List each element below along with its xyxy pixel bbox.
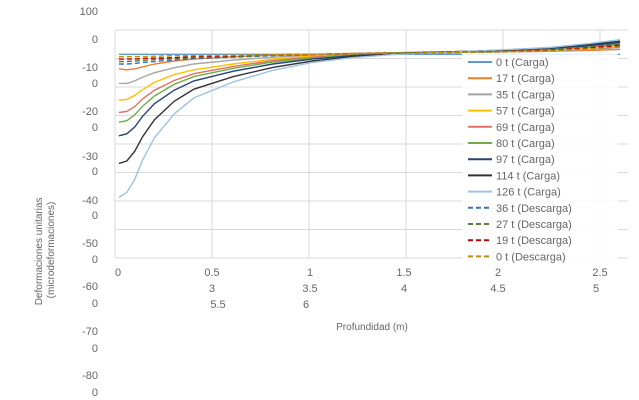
x-tick-label: 5.5 [210, 299, 225, 311]
x-tick-label: 0 [115, 267, 121, 279]
y-axis-title-line-2: (microdeformaciones) [46, 202, 57, 299]
series-line [118, 39, 621, 198]
y-tick-label: -50 [82, 238, 98, 250]
legend-entry: 17 t (Carga) [496, 73, 555, 85]
x-tick-label: 3.5 [302, 283, 317, 295]
y-tick-label: -40 [82, 195, 98, 207]
y-tick-label: -10 [82, 62, 98, 74]
legend-entry: 114 t (Carga) [496, 170, 560, 182]
legend: 0 t (Carga) 17 t (Carga) 35 t (Carga) 57 t … [462, 53, 618, 268]
y-axis-title-line-1: Deformaciones unitarias [34, 197, 45, 305]
series-line [118, 46, 621, 85]
y-tick-label: 0 [92, 78, 98, 90]
y-tick-label: -60 [82, 281, 98, 293]
legend-entry: 35 t (Carga) [496, 89, 555, 101]
legend-entry: 57 t (Carga) [496, 106, 555, 118]
x-axis-tick-labels: 0 0.5 1 1.5 2 2.5 3 3.5 4 4.5 5 5.5 6 [115, 267, 608, 311]
x-tick-label: 1.5 [396, 267, 411, 279]
legend-entry: 69 t (Carga) [496, 122, 555, 134]
x-tick-label: 2 [495, 267, 501, 279]
series-lines [118, 39, 621, 198]
y-axis-tick-labels: 100 0 -10 0 -20 0 -30 0 -40 0 -50 0 -60 0 -70 0 -80 0 [80, 6, 98, 399]
legend-entry: 0 t (Carga) [496, 57, 549, 69]
y-tick-label: 0 [92, 343, 98, 355]
legend-entry: 97 t (Carga) [496, 154, 555, 166]
legend-entry: 36 t (Descarga) [496, 203, 572, 215]
y-tick-label: -80 [82, 370, 98, 382]
y-tick-label: 0 [92, 254, 98, 266]
x-tick-label: 3 [209, 283, 215, 295]
y-tick-label: 0 [92, 34, 98, 46]
x-tick-label: 4.5 [490, 283, 505, 295]
legend-entry: 27 t (Descarga) [496, 219, 572, 231]
x-tick-label: 2.5 [592, 267, 607, 279]
x-axis-title: Profundidad (m) [336, 322, 408, 333]
y-tick-label: -70 [82, 326, 98, 338]
x-tick-label: 5 [593, 283, 599, 295]
y-tick-label: 0 [92, 210, 98, 222]
legend-background [462, 53, 618, 268]
x-tick-label: 0.5 [204, 267, 219, 279]
y-tick-label: 0 [92, 387, 98, 399]
y-tick-label: -30 [82, 151, 98, 163]
y-tick-label: 0 [92, 122, 98, 134]
y-tick-label: -20 [82, 106, 98, 118]
x-tick-label: 6 [303, 299, 309, 311]
legend-entry: 19 t (Descarga) [496, 235, 572, 247]
legend-entry: 80 t (Carga) [496, 138, 555, 150]
legend-entry: 126 t (Carga) [496, 187, 561, 199]
y-tick-label: 0 [92, 298, 98, 310]
x-tick-label: 1 [307, 267, 313, 279]
x-tick-label: 4 [401, 283, 407, 295]
y-tick-label: 100 [80, 6, 98, 18]
y-axis-title: Deformaciones unitarias (microdeformacio… [34, 195, 57, 306]
y-tick-label: 0 [92, 166, 98, 178]
legend-entry: 0 t (Descarga) [496, 251, 566, 263]
